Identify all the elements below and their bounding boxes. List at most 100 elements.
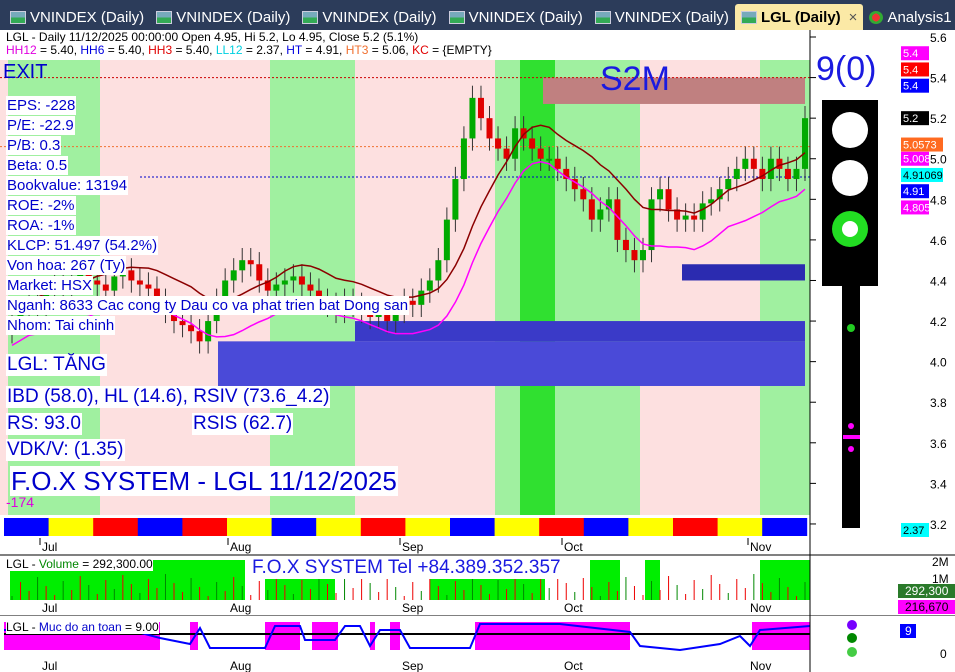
candle (256, 264, 263, 281)
price-marker (901, 523, 929, 537)
price-marker (901, 184, 929, 199)
price-marker (901, 78, 929, 93)
indicator-value: = 5.06, (368, 43, 413, 57)
tab-2[interactable]: VNINDEX (Daily) (296, 4, 442, 30)
candle (179, 321, 186, 326)
candle (452, 179, 459, 220)
fundamentals-list: EPS: -228 P/E: -22.9 P/B: 0.3 Beta: 0.5 Book… (6, 96, 410, 336)
safety-band (370, 622, 375, 650)
brand-label: F.O.X SYSTEM - LGL 11/12/2025 (10, 466, 398, 496)
traffic-pole (842, 286, 860, 528)
price-marker-label: 4.91069 (903, 170, 943, 182)
price-tick-label: 5.4 (930, 72, 947, 86)
indicator-key: HH12 (6, 43, 37, 57)
candle (136, 280, 143, 285)
fundamental-item: P/B: 0.3 (6, 136, 62, 155)
candle (665, 189, 672, 210)
tab-label: VNINDEX (Daily) (322, 8, 437, 26)
candle (802, 118, 808, 169)
tab-3[interactable]: VNINDEX (Daily) (443, 4, 589, 30)
candle (443, 219, 450, 261)
candle (725, 179, 732, 190)
candle (716, 189, 723, 200)
fundamental-item: ROA: -1% (6, 216, 76, 235)
indicator-key: HT3 (345, 43, 369, 57)
light-off (832, 112, 868, 148)
price-tick-label: 4.0 (930, 356, 947, 370)
trend-band (0, 60, 8, 515)
date-tick-label: Nov (750, 601, 771, 615)
volume-last: 292,300 (905, 584, 949, 598)
candle (597, 209, 604, 220)
candle (742, 158, 749, 169)
candle (639, 250, 646, 261)
candle (708, 199, 715, 204)
signal-strip (628, 518, 674, 536)
s2m-label: S2M (600, 60, 670, 98)
tab-0[interactable]: VNINDEX (Daily) (4, 4, 150, 30)
fundamental-item: Von hoa: 267 (Ty) (6, 256, 127, 275)
rs-label: RS: 93.0 (6, 413, 82, 435)
candle (631, 250, 638, 261)
indicator-value: = 2.37, (242, 43, 287, 57)
fundamental-item: Bookvalue: 13194 (6, 176, 129, 195)
price-marker-label: 4.805 (903, 202, 931, 214)
price-chart[interactable]: 5.6 5.4 5.2 5.0 4.8 4.6 4.4 4.2 4.0 3.8 3.6 3.4 3.2 5… (0, 30, 955, 586)
price-marker (901, 46, 929, 61)
low-value-label: -174 (6, 494, 35, 510)
tab-5[interactable]: LGL (Daily) × (734, 4, 864, 30)
trend-band (100, 60, 270, 515)
safety-band (312, 622, 338, 650)
fundamental-item: KLCP: 51.497 (54.2%) (6, 236, 159, 255)
price-marker-label: 5.4 (903, 81, 918, 93)
chart-icon (156, 10, 173, 24)
date-tick-label: Aug (230, 540, 251, 554)
safety-name: Muc do an toan (38, 620, 122, 634)
candle (495, 138, 502, 149)
candle (648, 199, 655, 251)
price-marker (901, 151, 929, 166)
tab-1[interactable]: VNINDEX (Daily) (150, 4, 296, 30)
fundamental-item: Nhom: Tai chinh (6, 316, 116, 335)
candle (682, 215, 689, 220)
candle (196, 331, 203, 342)
candle (520, 128, 527, 139)
safety-panel[interactable]: 9 0 Jul Aug Sep Oct Nov (0, 616, 955, 672)
indicator-value: = 5.40, (36, 43, 81, 57)
chart-icon (302, 10, 319, 24)
candle (733, 168, 740, 180)
signal-strip (494, 518, 540, 536)
candle (94, 280, 101, 285)
date-tick-label: Jul (42, 659, 57, 672)
price-marker-label: 5.4 (903, 64, 918, 76)
indicator-value: = 5.40, (172, 43, 216, 57)
volume-avg-marker (898, 600, 955, 614)
indicator-readout: HH12 = 5.40, HH6 = 5.40, HH3 = 5.40, LL1… (6, 44, 492, 57)
date-tick-label: Sep (402, 540, 424, 554)
tab-4[interactable]: VNINDEX (Daily) (589, 4, 735, 30)
volume-band (760, 560, 810, 600)
date-tick-label: Aug (230, 601, 251, 615)
candle (188, 325, 195, 332)
candle (657, 189, 664, 200)
candle (222, 280, 229, 301)
chart-icon (10, 10, 26, 24)
price-marker-label: 2.37 (903, 525, 924, 537)
close-tab-icon[interactable]: × (848, 8, 858, 26)
candle (767, 158, 774, 180)
support-zone (682, 264, 805, 281)
signal-strip (717, 518, 763, 536)
chart-header: LGL - Daily 11/12/2025 00:00:00 Open 4.9… (6, 31, 492, 57)
ohlc-readout: LGL - Daily 11/12/2025 00:00:00 Open 4.9… (6, 30, 419, 44)
fundamental-item: P/E: -22.9 (6, 116, 75, 135)
volume-value: = 292,300.00 (78, 557, 153, 571)
safety-value: = 9.00 (121, 620, 159, 634)
tab-6[interactable]: Analysis1 (863, 4, 955, 30)
indicator-value: = 4.91, (302, 43, 346, 57)
candle (239, 260, 246, 271)
volume-symbol: LGL - (6, 557, 39, 571)
candle (486, 118, 493, 139)
count-label: 9(0) (816, 50, 877, 88)
price-marker (901, 62, 929, 77)
